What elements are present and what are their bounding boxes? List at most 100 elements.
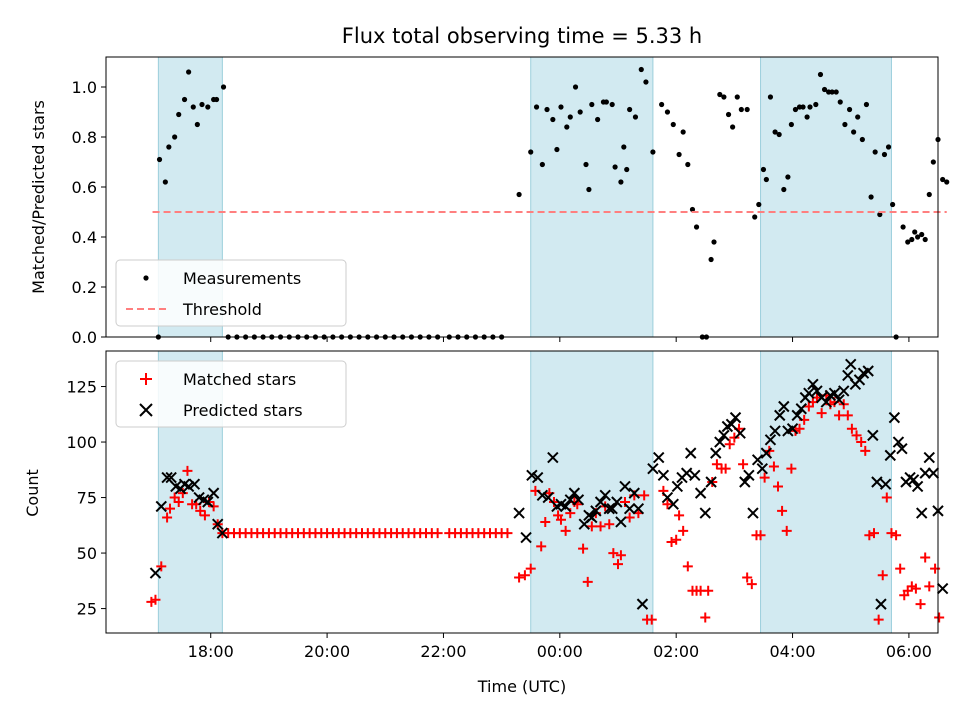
predicted-star-point xyxy=(862,365,874,377)
measurement-point xyxy=(689,206,696,213)
measurement-point xyxy=(821,86,828,93)
predicted-star-point xyxy=(611,496,623,508)
predicted-star-point xyxy=(628,487,640,499)
measurement-point xyxy=(781,186,787,193)
matched-star-point xyxy=(856,437,867,448)
matched-star-point xyxy=(842,410,853,421)
measurement-point xyxy=(544,106,550,113)
matched-star-point xyxy=(514,572,525,583)
predicted-star-point xyxy=(907,474,920,486)
predicted-star-point xyxy=(165,471,177,484)
predicted-star-point xyxy=(795,403,807,415)
measurement-point xyxy=(872,149,878,155)
series-matched-stars xyxy=(146,390,945,625)
predicted-star-point xyxy=(778,400,790,413)
measurement-point xyxy=(199,101,205,108)
matched-star-point xyxy=(595,521,606,532)
x-tick-label: 04:00 xyxy=(769,642,815,661)
matched-star-point xyxy=(746,579,757,590)
predicted-star-point xyxy=(756,462,768,475)
measurement-point xyxy=(550,116,556,123)
matched-star-point xyxy=(156,561,167,572)
legend-swatch-predicted xyxy=(139,403,153,417)
predicted-star-point xyxy=(734,427,746,439)
y-tick-label: 50 xyxy=(77,544,97,563)
measurement-point xyxy=(756,201,762,208)
measurement-point xyxy=(744,106,750,113)
matched-star-point xyxy=(150,594,161,605)
y-tick-label: 0.0 xyxy=(72,328,97,347)
measurement-point xyxy=(693,224,700,230)
measurement-point xyxy=(926,191,932,198)
matched-star-point xyxy=(560,525,571,536)
measurement-point xyxy=(533,104,540,110)
measurement-point xyxy=(676,151,682,158)
measurement-point xyxy=(564,124,570,130)
matched-star-point xyxy=(615,550,626,561)
y-tick-label: 1.0 xyxy=(72,78,97,97)
matched-star-point xyxy=(199,510,210,521)
predicted-star-point xyxy=(739,476,751,488)
measurement-point xyxy=(213,96,220,103)
y-tick-label: 0.2 xyxy=(72,278,97,297)
legend-swatch-measurements xyxy=(143,275,149,281)
legend-box xyxy=(115,360,347,428)
measurement-point xyxy=(603,99,609,105)
measurement-point xyxy=(772,129,778,135)
measurement-point xyxy=(725,111,732,118)
matched-star-point xyxy=(729,432,740,443)
series-measurements xyxy=(155,66,950,340)
matched-star-point xyxy=(700,612,711,623)
matched-star-point xyxy=(869,528,879,539)
predicted-star-point xyxy=(632,502,645,515)
predicted-star-point xyxy=(718,429,730,442)
predicted-star-point xyxy=(532,471,544,484)
predicted-star-point xyxy=(188,478,201,490)
measurement-point xyxy=(776,131,782,138)
shaded-interval xyxy=(530,56,654,338)
measurement-point xyxy=(730,124,736,130)
matched-star-point xyxy=(578,543,589,554)
predicted-star-point xyxy=(923,451,935,464)
measurement-point xyxy=(863,101,870,108)
measurement-point xyxy=(670,121,676,128)
legend-box xyxy=(115,259,347,327)
predicted-star-point xyxy=(884,449,896,462)
measurement-point xyxy=(792,106,799,113)
predicted-star-point xyxy=(820,396,832,408)
matched-star-point xyxy=(777,505,788,516)
predicted-star-point xyxy=(202,496,214,508)
measurement-point xyxy=(915,234,921,240)
predicted-star-point xyxy=(568,487,581,499)
predicted-star-point xyxy=(705,476,717,488)
measurement-point xyxy=(788,121,794,128)
predicted-star-point xyxy=(729,411,742,424)
measurement-point xyxy=(855,114,861,120)
predicted-star-point xyxy=(803,387,815,399)
matched-star-point xyxy=(781,525,792,536)
legend: Measurements Threshold xyxy=(115,259,347,327)
measurement-point xyxy=(807,104,813,110)
predicted-star-point xyxy=(689,469,701,482)
measurement-point xyxy=(632,114,639,120)
matched-star-point xyxy=(502,528,513,539)
matched-star-point xyxy=(846,423,857,434)
measurement-point xyxy=(638,66,644,73)
measurement-point xyxy=(763,176,769,183)
predicted-star-point xyxy=(760,447,773,459)
measurement-point xyxy=(837,99,843,105)
measurement-point xyxy=(220,84,227,90)
matched-star-point xyxy=(742,572,753,583)
measurement-point xyxy=(767,94,774,100)
matched-star-point xyxy=(915,599,926,610)
measurement-point xyxy=(944,179,950,185)
measurement-point xyxy=(595,116,601,123)
measurement-point xyxy=(586,186,592,193)
predicted-star-point xyxy=(657,469,670,482)
matched-star-point xyxy=(674,510,685,521)
predicted-star-point xyxy=(594,496,607,508)
x-axis-label: Time (UTC) xyxy=(477,677,566,696)
predicted-star-point xyxy=(212,518,224,530)
predicted-star-point xyxy=(845,358,857,371)
